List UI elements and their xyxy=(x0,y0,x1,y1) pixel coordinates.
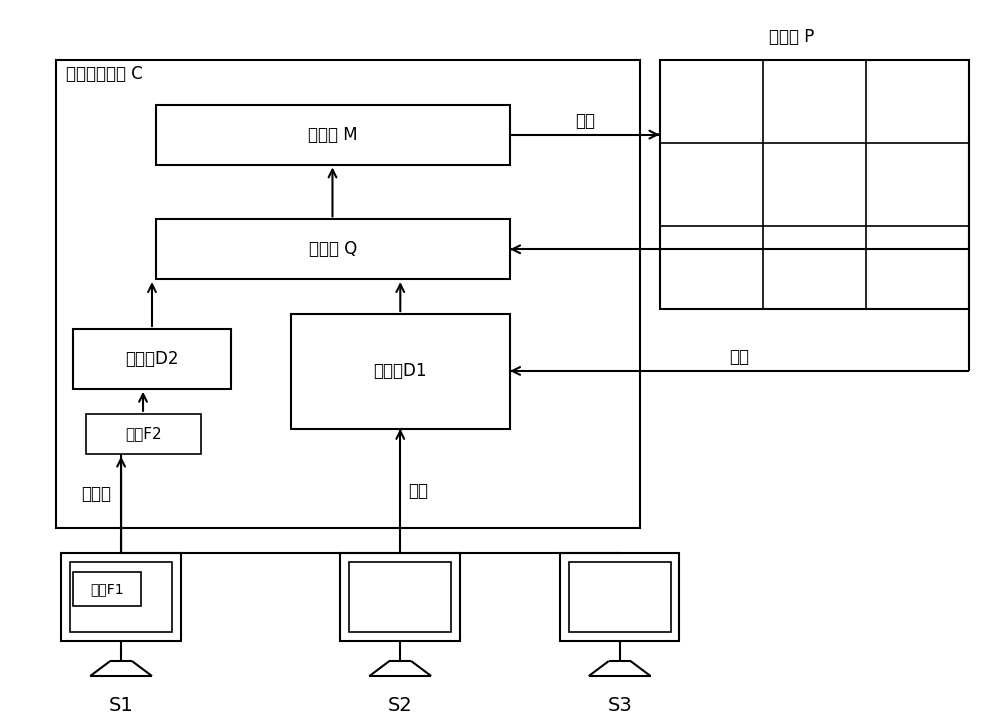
Bar xyxy=(86,414,201,454)
Bar xyxy=(560,554,679,642)
Bar xyxy=(291,314,510,429)
Text: 反馈: 反馈 xyxy=(729,348,749,366)
Text: 文件F1: 文件F1 xyxy=(90,582,124,596)
Bar xyxy=(340,554,460,642)
Text: 融合器 Q: 融合器 Q xyxy=(309,240,357,258)
Text: 文件流: 文件流 xyxy=(81,485,111,503)
Bar xyxy=(156,104,510,165)
Text: S3: S3 xyxy=(607,696,632,715)
Text: S2: S2 xyxy=(388,696,413,715)
Text: S1: S1 xyxy=(109,696,133,715)
Bar xyxy=(73,329,231,389)
Text: 拼接屏控制器 C: 拼接屏控制器 C xyxy=(66,65,143,83)
Text: 解码器D1: 解码器D1 xyxy=(374,362,427,380)
Text: 解码器D2: 解码器D2 xyxy=(125,350,179,368)
Bar xyxy=(70,562,172,632)
Bar xyxy=(56,60,640,528)
Bar xyxy=(569,562,671,632)
Text: 分割器 M: 分割器 M xyxy=(308,125,358,143)
Bar xyxy=(156,220,510,279)
Bar xyxy=(349,562,451,632)
Bar xyxy=(73,572,141,606)
Text: 文件F2: 文件F2 xyxy=(125,426,162,441)
Bar xyxy=(660,60,969,309)
Text: 画面: 画面 xyxy=(575,112,595,130)
Bar xyxy=(61,554,181,642)
Text: 画面: 画面 xyxy=(408,482,428,500)
Text: 拼接屏 P: 拼接屏 P xyxy=(769,28,815,46)
